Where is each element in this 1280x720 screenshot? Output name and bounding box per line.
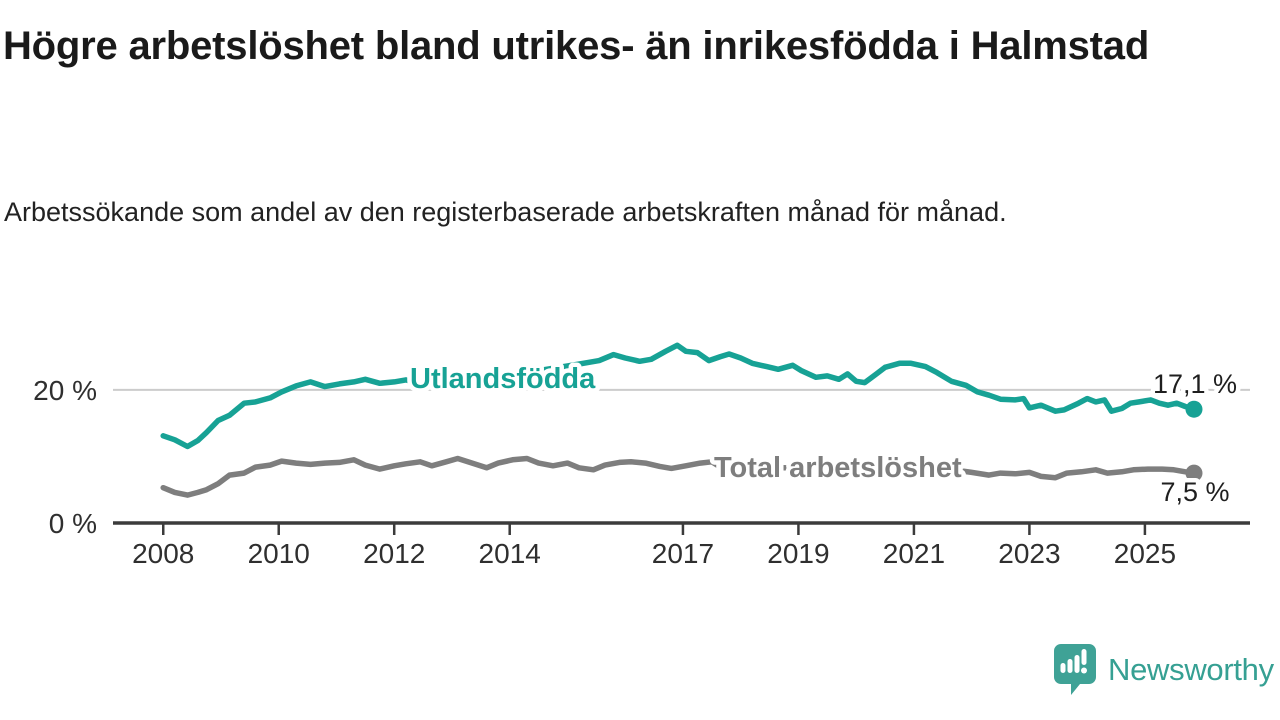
chart-subtitle: Arbetssökande som andel av den registerb… — [4, 197, 1007, 227]
x-tick-label-2019: 2019 — [767, 538, 829, 569]
x-tick-label-2017: 2017 — [652, 538, 714, 569]
x-tick-label-2014: 2014 — [479, 538, 541, 569]
x-tick-label-2008: 2008 — [132, 538, 194, 569]
page-title: Högre arbetslöshet bland utrikes- än inr… — [3, 24, 1150, 68]
series-label-0: Utlandsfödda — [410, 363, 596, 395]
x-tick-label-2021: 2021 — [883, 538, 945, 569]
series-end-value-label-0: 17,1 % — [1153, 369, 1237, 399]
exclamation-dot — [1081, 667, 1087, 674]
x-tick-label-2012: 2012 — [363, 538, 425, 569]
series-end-dot-0 — [1185, 400, 1203, 418]
newsworthy-logo-icon — [1054, 644, 1096, 695]
exclamation-bar — [1081, 649, 1087, 665]
x-tick-label-2010: 2010 — [248, 538, 310, 569]
series-end-dot-1 — [1185, 464, 1203, 482]
x-tick-label-2023: 2023 — [998, 538, 1060, 569]
y-tick-label-20: 20 % — [33, 375, 97, 406]
brand-footer: Newsworthy — [1052, 638, 1280, 702]
series-end-value-label-1: 7,5 % — [1160, 477, 1229, 507]
series-line-0 — [160, 342, 1197, 450]
x-tick-label-2025: 2025 — [1114, 538, 1176, 569]
mini-bar-chart-glyph — [1060, 649, 1087, 674]
series-label-1: Total arbetslöshet — [714, 452, 962, 484]
series-line-1 — [160, 455, 1197, 498]
y-tick-label-0: 0 % — [49, 508, 97, 539]
brand-name: Newsworthy — [1108, 652, 1274, 687]
